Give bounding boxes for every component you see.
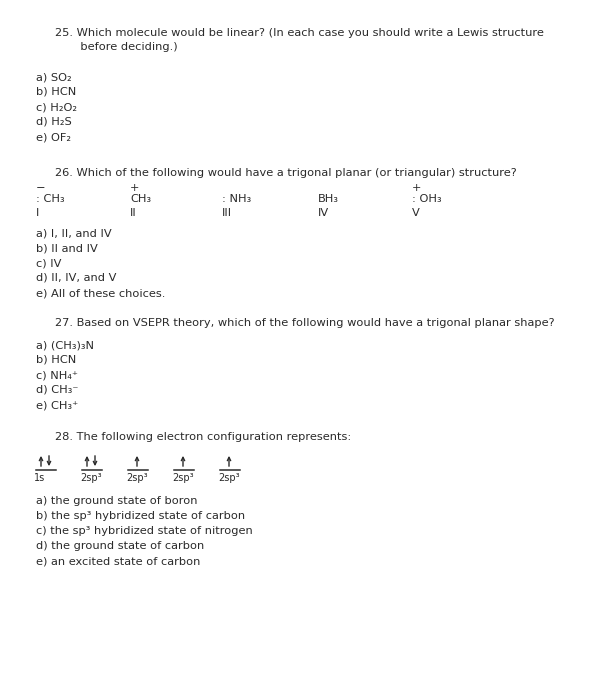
Text: III: III [222, 208, 232, 218]
Text: +: + [412, 183, 421, 193]
Text: 28. The following electron configuration represents:: 28. The following electron configuration… [55, 432, 351, 442]
Text: b) the sp³ hybridized state of carbon: b) the sp³ hybridized state of carbon [36, 511, 245, 521]
Text: 2sp³: 2sp³ [218, 473, 240, 483]
Text: c) NH₄⁺: c) NH₄⁺ [36, 370, 78, 380]
Text: b) II and IV: b) II and IV [36, 243, 98, 253]
Text: a) SO₂: a) SO₂ [36, 72, 72, 82]
Text: 2sp³: 2sp³ [80, 473, 102, 483]
Text: 26. Which of the following would have a trigonal planar (or triangular) structur: 26. Which of the following would have a … [55, 168, 517, 178]
Text: a) I, II, and IV: a) I, II, and IV [36, 228, 112, 238]
Text: a) the ground state of boron: a) the ground state of boron [36, 496, 198, 506]
Text: 2sp³: 2sp³ [126, 473, 148, 483]
Text: II: II [130, 208, 137, 218]
Text: c) the sp³ hybridized state of nitrogen: c) the sp³ hybridized state of nitrogen [36, 526, 253, 536]
Text: d) CH₃⁻: d) CH₃⁻ [36, 385, 78, 395]
Text: d) the ground state of carbon: d) the ground state of carbon [36, 541, 204, 551]
Text: V: V [412, 208, 420, 218]
Text: c) H₂O₂: c) H₂O₂ [36, 102, 77, 112]
Text: BH₃: BH₃ [318, 194, 339, 204]
Text: 25. Which molecule would be linear? (In each case you should write a Lewis struc: 25. Which molecule would be linear? (In … [55, 28, 544, 38]
Text: CH₃: CH₃ [130, 194, 151, 204]
Text: 1s: 1s [34, 473, 45, 483]
Text: I: I [36, 208, 40, 218]
Text: e) OF₂: e) OF₂ [36, 132, 71, 142]
Text: a) (CH₃)₃N: a) (CH₃)₃N [36, 340, 94, 350]
Text: +: + [130, 183, 139, 193]
Text: e) CH₃⁺: e) CH₃⁺ [36, 400, 78, 410]
Text: e) an excited state of carbon: e) an excited state of carbon [36, 556, 201, 566]
Text: IV: IV [318, 208, 329, 218]
Text: 27. Based on VSEPR theory, which of the following would have a trigonal planar s: 27. Based on VSEPR theory, which of the … [55, 318, 554, 328]
Text: 2sp³: 2sp³ [172, 473, 193, 483]
Text: d) II, IV, and V: d) II, IV, and V [36, 273, 116, 283]
Text: : OH₃: : OH₃ [412, 194, 441, 204]
Text: d) H₂S: d) H₂S [36, 117, 72, 127]
Text: −: − [36, 183, 46, 193]
Text: c) IV: c) IV [36, 258, 61, 268]
Text: : NH₃: : NH₃ [222, 194, 251, 204]
Text: b) HCN: b) HCN [36, 355, 76, 365]
Text: before deciding.): before deciding.) [55, 42, 178, 52]
Text: : CH₃: : CH₃ [36, 194, 64, 204]
Text: b) HCN: b) HCN [36, 87, 76, 97]
Text: e) All of these choices.: e) All of these choices. [36, 288, 165, 298]
